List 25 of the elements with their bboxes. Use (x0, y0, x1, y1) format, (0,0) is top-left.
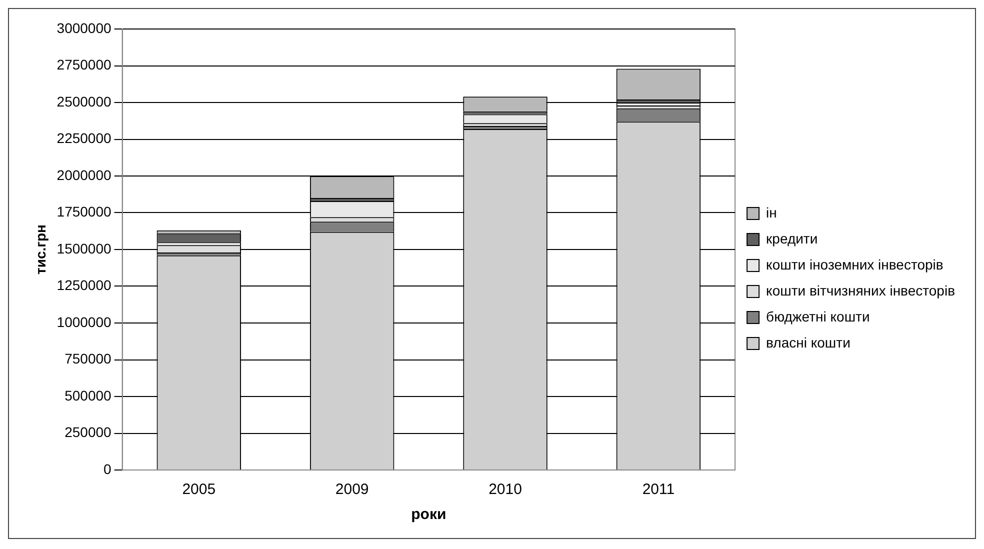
y-axis-title: тис.грн (32, 224, 48, 274)
y-tick-label: 750000 (64, 350, 112, 367)
legend-label: бюджетні кошти (766, 308, 870, 324)
y-tick-label: 1000000 (56, 314, 112, 330)
legend-label: кредити (766, 230, 818, 246)
legend-label: власні кошти (766, 334, 850, 350)
y-tick-label: 2000000 (56, 166, 112, 183)
x-tick-label: 2005 (182, 481, 216, 498)
y-tick-label: 500000 (64, 387, 112, 404)
y-tick-label: 3000000 (56, 20, 112, 36)
y-tick-label: 1500000 (56, 240, 112, 256)
x-tick-label: 2009 (335, 481, 369, 498)
x-axis-title: роки (411, 506, 446, 524)
y-tick-label: 2750000 (56, 56, 112, 73)
legend-label: кошти вітчизняних інвесторів (766, 282, 955, 298)
y-tick-label: 1250000 (56, 277, 112, 294)
legend-label: кошти іноземних інвесторів (766, 256, 944, 272)
x-tick-label: 2010 (488, 481, 522, 498)
y-tick-label: 0 (104, 460, 112, 477)
y-tick-label: 250000 (64, 424, 112, 440)
y-tick-label: 2500000 (56, 93, 112, 110)
x-tick-label: 2011 (642, 481, 675, 498)
y-tick-label: 2250000 (56, 130, 112, 146)
y-tick-label: 1750000 (56, 204, 112, 220)
legend-label: ін (766, 204, 777, 220)
